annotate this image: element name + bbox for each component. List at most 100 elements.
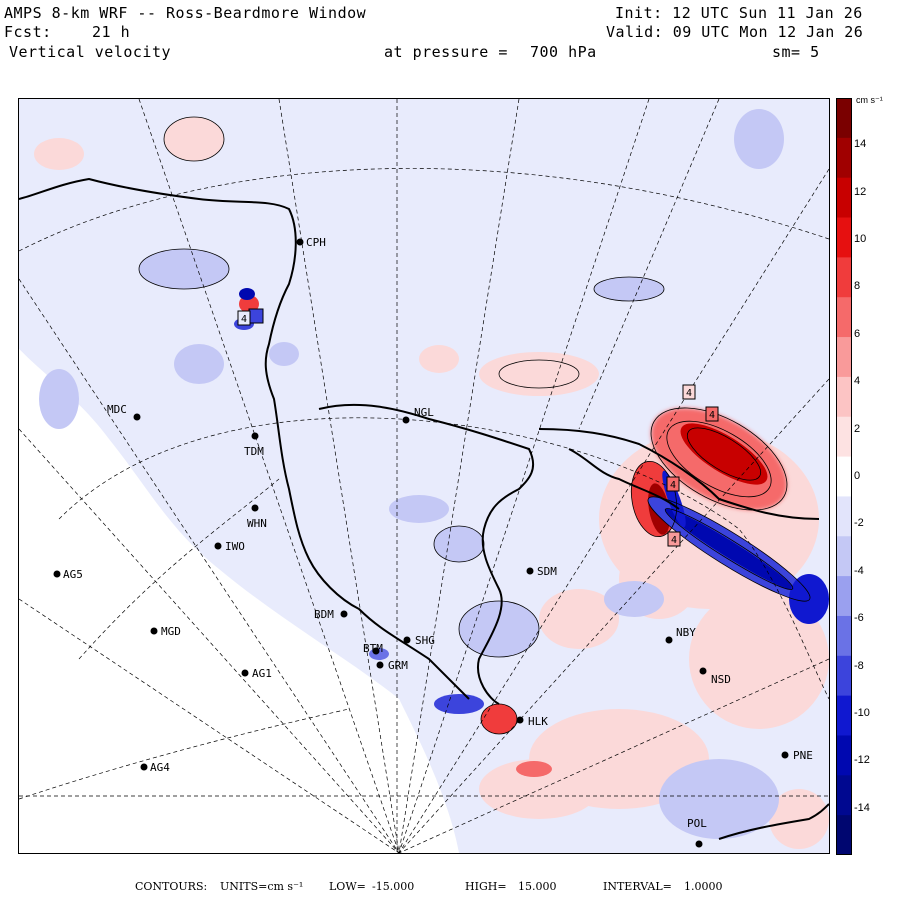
colorbar-unit: cm s⁻¹ [856,95,883,105]
colorbar-swatch [836,257,852,298]
colorbar-tick-label: -12 [854,754,870,767]
colorbar-tick-label: -4 [854,564,864,577]
colorbar [836,98,852,855]
station-label-PNE: PNE [793,749,813,762]
colorbar-swatch [836,137,852,179]
contour-label: 4 [686,388,692,399]
station-label-HLK: HLK [528,715,548,728]
footer-interval-value: 1.0000 [684,880,723,893]
colorbar-swatch [836,456,852,497]
colorbar-tick-label: 2 [854,422,861,435]
colorbar-swatch [836,496,852,537]
station-label-CPH: CPH [306,236,326,249]
station-dot-NBY [665,636,673,644]
station-dot-GRM [376,661,384,669]
footer-interval-label: INTERVAL= [603,880,672,893]
station-markers [53,238,789,848]
field-neutral-plateau [19,349,449,853]
colorbar-tick-label: -8 [854,659,864,672]
footer-contours-label: CONTOURS: [135,880,208,893]
station-dot-AG1 [241,669,249,677]
init-time: Init: 12 UTC Sun 11 Jan 26 [615,4,863,22]
station-dot-SDM [526,567,534,575]
contour-label: 4 [709,410,715,421]
station-dot-NGL [402,416,410,424]
station-dot-NSD [699,667,707,675]
station-dot-IWO [214,542,222,550]
station-label-AG4: AG4 [150,761,170,774]
station-dot-SHG [403,636,411,644]
station-label-IWO: IWO [225,540,245,553]
station-label-WHN: WHN [247,517,267,530]
footer-high-label: HIGH= [465,880,507,893]
colorbar-tick-label: 14 [854,138,867,151]
station-dot-BTM [372,647,380,655]
station-label-BTM: BTM [363,642,383,655]
colorbar-tick-label: 4 [854,375,861,388]
contour-value-labels: 4 4 4 4 4 [237,310,719,547]
contour-lines [138,116,811,735]
station-label-GRM: GRM [388,659,408,672]
station-label-NBY: NBY [676,626,696,639]
colorbar-tick-label: 6 [854,327,861,340]
station-dot-HLK [516,716,524,724]
station-label-NSD: NSD [711,673,731,686]
colorbar-tick-label: 12 [854,185,867,198]
colorbar-swatch [836,217,852,258]
station-label-AG1: AG1 [252,667,272,680]
colorbar-swatch [836,376,852,418]
station-label-MGD: MGD [161,625,181,638]
colorbar-tick-label: -10 [854,707,870,719]
colorbar-tick-label: -2 [854,517,864,530]
footer-low-label: LOW= [329,880,366,893]
valid-time: Valid: 09 UTC Mon 12 Jan 26 [606,23,864,41]
colorbar-swatch [836,576,852,617]
colorbar-swatch [836,177,852,219]
colorbar-tick-label: -14 [854,801,870,814]
footer-units: UNITS=cm s⁻¹ [220,880,304,893]
station-dot-MDC [133,413,141,421]
pressure-label: at pressure = [384,43,508,61]
field-moderate-subsidence [39,109,784,839]
station-label-POL: POL [687,817,707,830]
smoothing-value: sm= 5 [772,43,820,61]
station-label-MDC: MDC [107,403,127,416]
pressure-level: 700 hPa [530,43,597,61]
contour-label: 4 [241,314,247,325]
station-dot-AG4 [140,763,148,771]
colorbar-swatch [836,536,852,577]
colorbar-swatch [836,297,852,338]
contour-label: 4 [670,480,676,491]
station-label-NGL: NGL [414,406,434,419]
station-dot-TDM [251,432,259,440]
map-panel: CPH MDC NGL TDM WHN IWO AG5 SDM BDM MGD … [18,98,830,854]
colorbar-tick-label: 10 [854,233,867,245]
footer-high-value: 15.000 [518,880,557,893]
colorbar-swatch [836,337,852,378]
colorbar-swatch [836,695,852,736]
graticule [18,98,830,854]
station-dot-CPH [296,238,304,246]
colorbar-swatch [836,775,852,816]
station-dot-WHN [251,504,259,512]
field-name: Vertical velocity [9,43,172,61]
colorbar-swatch [836,615,852,657]
contour-label: 4 [671,535,677,546]
coastline [18,177,830,840]
colorbar-tick-label: 0 [854,470,861,482]
station-dot-AG5 [53,570,61,578]
forecast-label: Fcst: [4,23,52,41]
colorbar-tick-label: -6 [854,612,864,625]
colorbar-swatch [836,416,852,458]
colorbar-swatch [836,655,852,697]
station-label-SDM: SDM [537,565,557,578]
station-dot-MGD [150,627,158,635]
forecast-hour: 21 h [92,23,131,41]
station-label-TDM: TDM [244,445,264,458]
station-label-AG5: AG5 [63,568,83,581]
colorbar-swatch [836,98,852,139]
station-label-BDM: BDM [314,608,334,621]
station-dot-POL [695,840,703,848]
colorbar-tick-label: 8 [854,280,861,293]
colorbar-swatch [836,815,852,855]
